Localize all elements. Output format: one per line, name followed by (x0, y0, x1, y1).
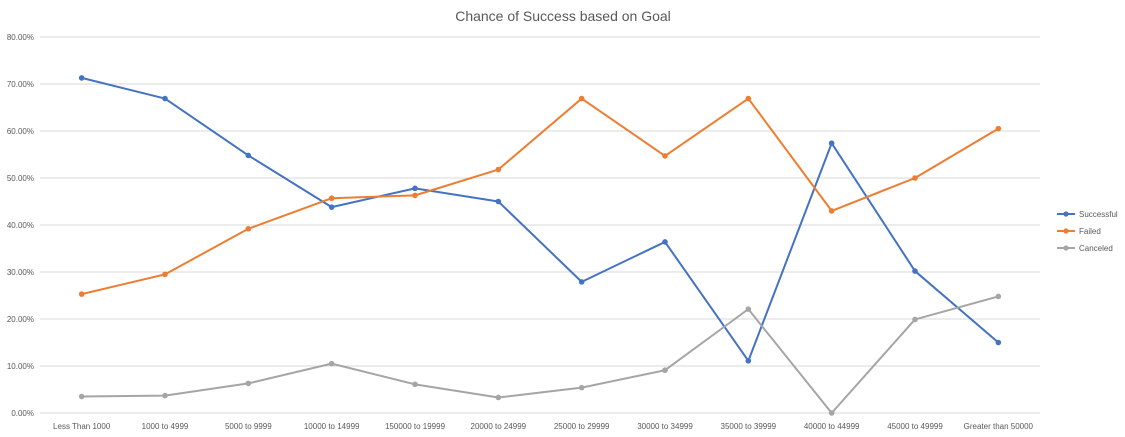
series-canceled (78, 293, 1002, 416)
data-point (245, 152, 252, 159)
data-point (828, 208, 835, 214)
x-tick-label: 20000 to 24999 (471, 422, 527, 431)
y-tick-label: 50.00% (7, 174, 34, 183)
legend-swatch-marker (1063, 211, 1069, 217)
series-line (81, 295, 999, 414)
data-point (828, 410, 835, 416)
legend-swatch-marker (1063, 228, 1069, 234)
data-point (662, 367, 668, 374)
data-point (162, 392, 168, 399)
data-point (745, 95, 752, 102)
legend-item: Successful (1057, 210, 1118, 219)
x-tick-label: 25000 to 29999 (554, 422, 610, 431)
data-point (328, 204, 335, 210)
series-failed (78, 95, 1002, 297)
x-tick-label: 150000 to 19999 (385, 422, 446, 431)
x-tick-label: 1000 to 4999 (142, 422, 189, 431)
gridlines (40, 36, 1040, 414)
data-point (912, 175, 918, 181)
data-point (578, 95, 585, 102)
x-tick-label: 10000 to 14999 (304, 422, 360, 431)
legend-swatch-marker (1063, 245, 1069, 251)
data-point (162, 271, 168, 278)
data-point (995, 339, 1002, 346)
legend: Successful Failed Canceled (1057, 210, 1118, 253)
y-tick-label: 30.00% (7, 268, 34, 277)
series-line (81, 97, 999, 296)
data-point (495, 166, 502, 173)
y-axis-ticks: 0.00% 10.00% 20.00% 30.00% 40.00% 50.00% 60.00… (7, 33, 34, 418)
legend-label: Failed (1079, 227, 1101, 236)
data-point (495, 198, 502, 205)
data-point (828, 140, 835, 147)
data-point (412, 192, 418, 199)
y-tick-label: 10.00% (7, 362, 34, 371)
legend-item: Canceled (1057, 244, 1113, 253)
data-point (78, 291, 85, 297)
x-tick-label: Greater than 50000 (964, 422, 1034, 431)
data-point (745, 358, 752, 364)
x-axis-ticks: Less Than 1000 1000 to 4999 5000 to 9999 10… (53, 422, 1034, 431)
chart-title: Chance of Success based on Goal (455, 8, 671, 24)
x-tick-label: 45000 to 49999 (887, 422, 943, 431)
data-point (495, 394, 502, 401)
series-line (81, 76, 999, 362)
y-tick-label: 40.00% (7, 221, 34, 230)
data-point (412, 185, 418, 192)
y-tick-label: 80.00% (7, 33, 34, 42)
legend-item: Failed (1057, 227, 1101, 236)
x-tick-label: Less Than 1000 (53, 422, 111, 431)
data-point (578, 384, 585, 391)
y-tick-label: 20.00% (7, 315, 34, 324)
legend-label: Canceled (1079, 244, 1113, 253)
data-point (745, 306, 752, 312)
series-successful (78, 75, 1002, 364)
y-tick-label: 70.00% (7, 80, 34, 89)
y-tick-label: 0.00% (11, 409, 34, 418)
data-point (328, 360, 335, 367)
data-point (245, 225, 252, 232)
data-point (912, 316, 918, 323)
data-point (412, 381, 418, 388)
data-point (912, 268, 918, 274)
data-point (995, 293, 1002, 300)
y-tick-label: 60.00% (7, 127, 34, 136)
data-point (662, 153, 668, 159)
x-tick-label: 5000 to 9999 (225, 422, 272, 431)
data-point (995, 125, 1002, 132)
data-point (578, 279, 585, 285)
x-tick-label: 40000 to 44999 (804, 422, 860, 431)
series-lines (78, 75, 1002, 416)
x-tick-label: 35000 to 39999 (721, 422, 777, 431)
data-point (78, 393, 85, 400)
data-point (328, 195, 335, 202)
data-point (162, 95, 168, 102)
data-point (662, 239, 668, 245)
data-point (78, 75, 85, 81)
legend-label: Successful (1079, 210, 1118, 219)
x-tick-label: 30000 to 34999 (637, 422, 693, 431)
data-point (245, 380, 252, 387)
